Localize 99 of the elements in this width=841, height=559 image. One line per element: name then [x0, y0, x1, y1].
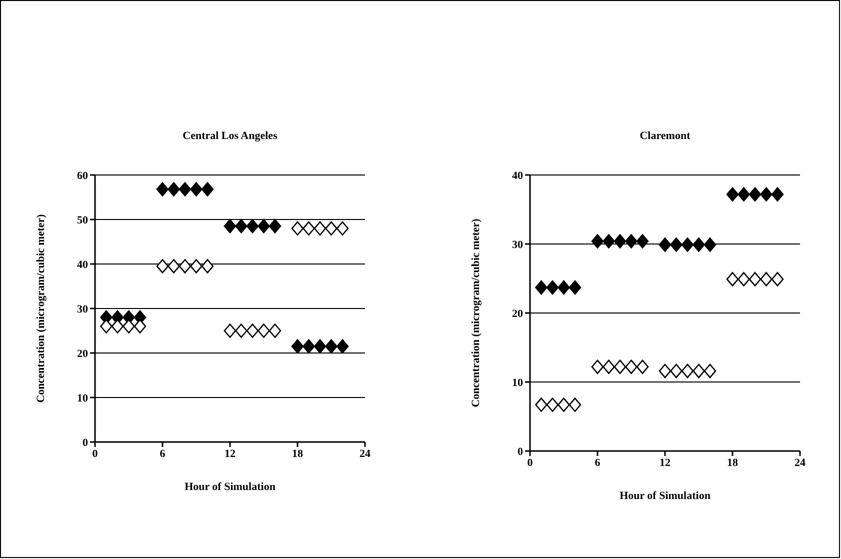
point — [224, 324, 236, 338]
point — [636, 234, 649, 248]
point — [546, 280, 559, 295]
point — [738, 272, 750, 286]
point — [602, 234, 615, 248]
y-tick-label: 20 — [77, 348, 88, 360]
point — [258, 324, 270, 338]
point — [726, 187, 739, 202]
y-tick-label: 30 — [512, 238, 524, 251]
x-tick-label: 12 — [660, 456, 671, 469]
x-tick-label: 24 — [794, 456, 806, 469]
y-tick-label: 60 — [77, 170, 88, 182]
point — [602, 360, 615, 374]
point — [314, 221, 326, 236]
point — [558, 398, 570, 412]
point — [302, 339, 315, 354]
y-axis-title: Concentration (microgram/cubic meter) — [470, 218, 482, 408]
y-tick-label: 10 — [77, 392, 88, 404]
x-tick-label: 0 — [92, 448, 98, 460]
point — [224, 219, 236, 234]
point — [325, 339, 338, 354]
point — [291, 339, 304, 354]
point — [235, 219, 248, 234]
point — [291, 221, 304, 236]
y-axis-title: Concentration (microgram/cubic meter) — [34, 214, 47, 403]
x-tick-label: 24 — [360, 448, 371, 460]
y-tick-label: 30 — [77, 303, 88, 316]
point — [625, 360, 638, 374]
chart-title: Central Los Angeles — [182, 130, 278, 142]
point — [336, 339, 349, 354]
point — [568, 398, 582, 412]
point — [704, 364, 716, 378]
point — [591, 234, 604, 248]
point — [201, 259, 214, 274]
point — [748, 187, 762, 202]
point — [246, 324, 259, 338]
point — [201, 182, 214, 196]
y-tick-label: 40 — [512, 170, 524, 182]
point — [748, 272, 762, 286]
point — [314, 339, 326, 354]
point — [190, 259, 202, 274]
x-axis-title: Hour of Simulation — [620, 490, 710, 502]
point — [156, 182, 169, 196]
point — [771, 272, 784, 286]
point — [738, 187, 750, 202]
point — [190, 182, 202, 196]
point — [134, 319, 146, 334]
y-tick-label: 50 — [77, 214, 88, 226]
point — [268, 219, 282, 234]
point — [726, 272, 739, 286]
chart-title: Claremont — [638, 130, 692, 142]
point — [681, 238, 694, 252]
point — [591, 360, 604, 374]
point — [535, 280, 548, 295]
point — [156, 259, 169, 274]
point — [258, 219, 270, 234]
y-tick-label: 0 — [82, 436, 88, 449]
point — [625, 234, 638, 248]
point — [168, 259, 180, 274]
y-tick-label: 40 — [77, 258, 88, 271]
point — [246, 219, 259, 234]
point — [268, 324, 282, 338]
point — [614, 234, 626, 248]
point — [670, 238, 682, 252]
point — [771, 187, 784, 202]
point — [636, 360, 649, 374]
point — [658, 364, 672, 378]
point — [178, 182, 192, 196]
point — [681, 364, 694, 378]
point — [692, 364, 705, 378]
point — [302, 221, 315, 236]
point — [704, 238, 716, 252]
point — [168, 182, 180, 196]
point — [558, 280, 570, 295]
point — [122, 319, 135, 334]
point — [546, 398, 559, 412]
x-tick-label: 6 — [160, 448, 166, 460]
point — [100, 319, 112, 334]
point — [235, 324, 248, 338]
x-tick-label: 6 — [594, 456, 601, 469]
x-tick-label: 18 — [727, 456, 738, 469]
point — [568, 280, 582, 295]
point — [325, 221, 338, 236]
point — [760, 272, 772, 286]
point — [336, 221, 349, 236]
point — [670, 364, 682, 378]
y-tick-label: 10 — [512, 376, 524, 389]
point — [760, 187, 772, 202]
point — [535, 398, 548, 412]
point — [178, 259, 192, 274]
point — [692, 238, 705, 252]
x-tick-label: 12 — [224, 448, 236, 460]
x-axis-title: Hour of Simulation — [184, 481, 276, 493]
point — [614, 360, 626, 374]
point — [111, 319, 124, 334]
y-tick-label: 20 — [512, 308, 524, 320]
x-tick-label: 0 — [527, 456, 534, 469]
x-tick-label: 18 — [292, 448, 304, 460]
point — [658, 238, 672, 252]
